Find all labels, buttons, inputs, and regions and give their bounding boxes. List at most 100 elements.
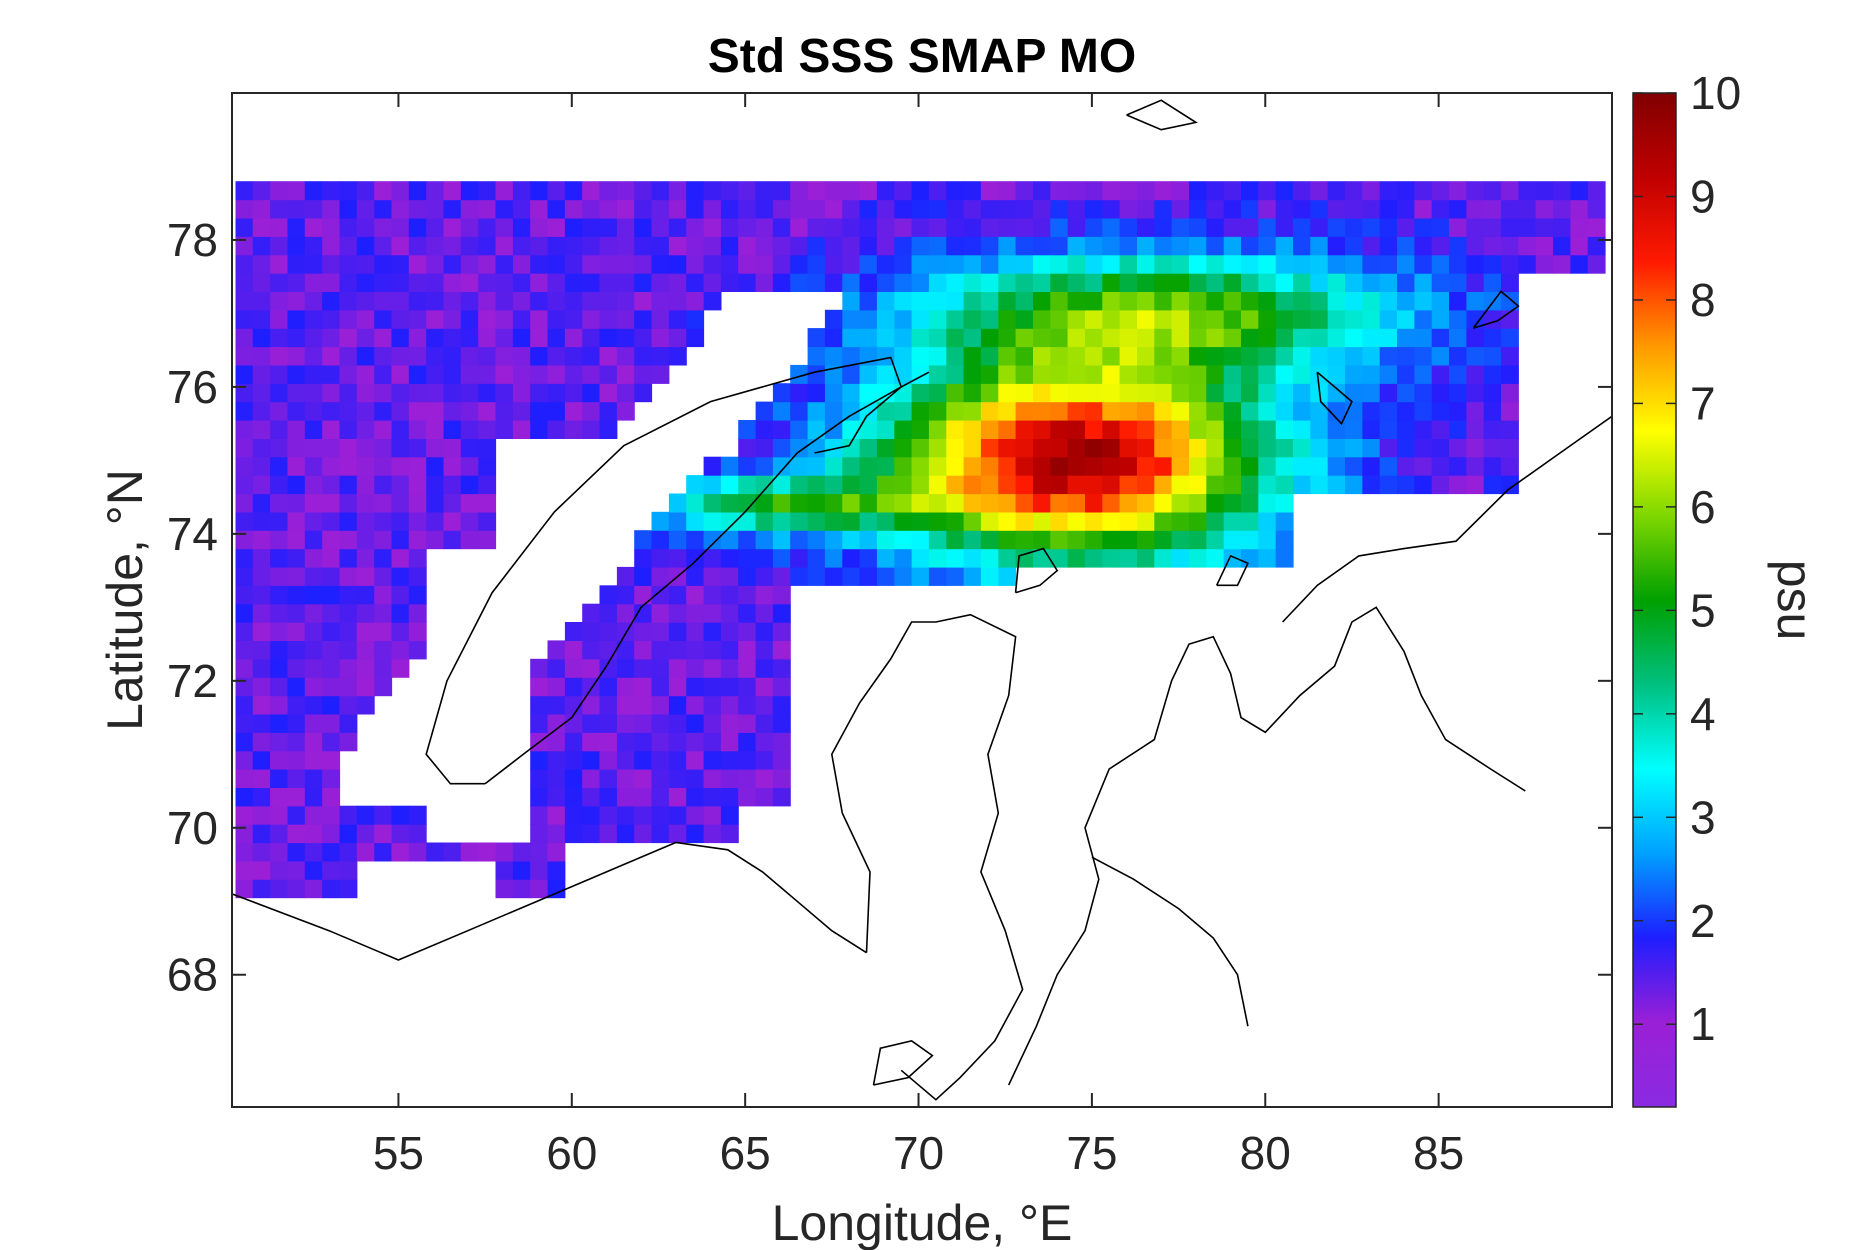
- heatmap-cell: [1241, 309, 1259, 329]
- heatmap-cell: [998, 401, 1017, 421]
- heatmap-cell: [1483, 181, 1502, 201]
- heatmap-cell: [1189, 383, 1207, 403]
- heatmap-cell: [1501, 364, 1519, 384]
- heatmap-cell: [270, 511, 288, 531]
- heatmap-cell: [322, 364, 341, 384]
- heatmap-cell: [270, 622, 288, 641]
- heatmap-cell: [1345, 456, 1363, 476]
- heatmap-cell: [304, 438, 323, 458]
- heatmap-cell: [374, 328, 393, 348]
- heatmap-cell: [686, 548, 705, 568]
- heatmap-layer: [235, 181, 1606, 899]
- heatmap-cell: [1102, 548, 1121, 568]
- heatmap-cell: [1553, 254, 1571, 274]
- heatmap-cell: [1466, 346, 1485, 366]
- heatmap-cell: [391, 456, 410, 476]
- heatmap-cell: [374, 236, 393, 256]
- heatmap-cell: [564, 217, 583, 237]
- heatmap-cell: [1345, 181, 1363, 201]
- heatmap-cell: [564, 622, 583, 641]
- heatmap-cell: [1067, 291, 1086, 311]
- heatmap-cell: [356, 328, 375, 348]
- heatmap-cell: [478, 364, 497, 384]
- heatmap-cell: [391, 438, 410, 458]
- heatmap-cell: [1466, 309, 1485, 329]
- heatmap-cell: [582, 603, 601, 623]
- heatmap-cell: [963, 199, 982, 219]
- heatmap-cell: [1362, 456, 1381, 476]
- heatmap-cell: [322, 732, 341, 752]
- heatmap-cell: [668, 291, 687, 311]
- heatmap-cell: [1050, 217, 1069, 237]
- heatmap-cell: [356, 420, 375, 439]
- heatmap-cell: [1483, 438, 1502, 458]
- heatmap-cell: [911, 548, 930, 568]
- colorbar-tick-label: 7: [1690, 377, 1716, 429]
- heatmap-cell: [304, 658, 323, 678]
- heatmap-cell: [859, 217, 878, 237]
- heatmap-cell: [547, 677, 566, 697]
- heatmap-cell: [1293, 291, 1311, 311]
- heatmap-cell: [1275, 199, 1294, 219]
- heatmap-cell: [1241, 420, 1259, 439]
- heatmap-cell: [668, 181, 687, 201]
- heatmap-cell: [876, 530, 895, 550]
- heatmap-cell: [928, 420, 947, 439]
- heatmap-cell: [1171, 236, 1190, 256]
- heatmap-cell: [1085, 420, 1103, 439]
- heatmap-cell: [859, 236, 878, 256]
- heatmap-cell: [1570, 217, 1589, 237]
- heatmap-cell: [426, 383, 445, 403]
- heatmap-cell: [270, 217, 288, 237]
- heatmap-cell: [1449, 254, 1467, 274]
- heatmap-cell: [980, 456, 999, 476]
- heatmap-cell: [616, 695, 635, 715]
- heatmap-cell: [1085, 346, 1103, 366]
- heatmap-cell: [738, 713, 757, 733]
- heatmap-cell: [928, 181, 947, 201]
- heatmap-cell: [616, 640, 635, 660]
- heatmap-cell: [1241, 217, 1259, 237]
- heatmap-cell: [1535, 217, 1554, 237]
- heatmap-cell: [1241, 493, 1259, 513]
- heatmap-cell: [1102, 254, 1121, 274]
- heatmap-cell: [287, 585, 306, 605]
- heatmap-cell: [547, 236, 566, 256]
- heatmap-cell: [946, 401, 965, 421]
- heatmap-cell: [478, 346, 497, 366]
- heatmap-cell: [408, 511, 427, 531]
- heatmap-cell: [339, 805, 358, 825]
- heatmap-cell: [1050, 309, 1069, 329]
- heatmap-cell: [1362, 364, 1381, 384]
- heatmap-cell: [634, 805, 653, 825]
- heatmap-cell: [634, 236, 653, 256]
- heatmap-cell: [755, 236, 774, 256]
- heatmap-cell: [876, 566, 895, 586]
- heatmap-cell: [686, 291, 705, 311]
- heatmap-cell: [547, 750, 566, 770]
- heatmap-cell: [1362, 309, 1381, 329]
- heatmap-cell: [460, 383, 479, 403]
- heatmap-cell: [547, 346, 566, 366]
- heatmap-cell: [616, 677, 635, 697]
- heatmap-cell: [564, 824, 583, 844]
- heatmap-cell: [1137, 401, 1155, 421]
- heatmap-cell: [1414, 346, 1433, 366]
- heatmap-cell: [1189, 438, 1207, 458]
- heatmap-cell: [668, 695, 687, 715]
- heatmap-cell: [1310, 328, 1329, 348]
- heatmap-cell: [235, 842, 254, 862]
- heatmap-cell: [478, 217, 497, 237]
- heatmap-cell: [356, 254, 375, 274]
- heatmap-cell: [703, 805, 722, 825]
- heatmap-cell: [322, 199, 341, 219]
- heatmap-cell: [426, 401, 445, 421]
- heatmap-cell: [616, 181, 635, 201]
- heatmap-cell: [1015, 383, 1034, 403]
- heatmap-cell: [686, 585, 705, 605]
- heatmap-cell: [703, 217, 722, 237]
- heatmap-cell: [322, 824, 341, 844]
- heatmap-cell: [1587, 199, 1606, 219]
- heatmap-cell: [599, 181, 618, 201]
- heatmap-cell: [235, 769, 254, 788]
